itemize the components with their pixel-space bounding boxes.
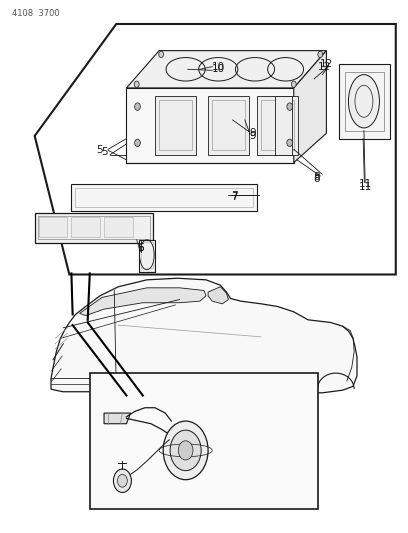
Circle shape [113, 469, 131, 492]
Text: 2: 2 [209, 403, 215, 413]
Circle shape [163, 421, 208, 480]
Polygon shape [139, 240, 155, 272]
Polygon shape [35, 213, 153, 243]
Text: 9: 9 [250, 128, 256, 138]
Text: 4: 4 [115, 480, 122, 490]
Text: 8: 8 [313, 172, 319, 182]
Text: 6: 6 [137, 243, 144, 253]
Circle shape [178, 441, 193, 460]
Circle shape [318, 51, 323, 58]
Polygon shape [294, 51, 326, 163]
Text: 6: 6 [137, 243, 144, 253]
Circle shape [135, 103, 140, 110]
Polygon shape [257, 96, 298, 155]
Circle shape [291, 81, 296, 87]
Polygon shape [104, 413, 131, 424]
Polygon shape [39, 217, 67, 237]
Text: 5: 5 [97, 146, 103, 155]
Circle shape [287, 139, 293, 147]
Circle shape [159, 51, 164, 58]
Text: 11: 11 [359, 179, 372, 189]
Polygon shape [126, 88, 294, 163]
Polygon shape [275, 96, 292, 155]
Text: 3: 3 [188, 480, 195, 490]
Ellipse shape [348, 75, 379, 128]
Polygon shape [126, 51, 326, 88]
Polygon shape [208, 96, 249, 155]
Polygon shape [80, 288, 206, 316]
Polygon shape [208, 287, 228, 304]
Circle shape [135, 139, 140, 147]
Circle shape [170, 430, 201, 471]
Polygon shape [155, 96, 196, 155]
Polygon shape [104, 217, 133, 237]
Text: 1: 1 [109, 403, 115, 413]
Polygon shape [339, 64, 390, 139]
Text: 11: 11 [359, 182, 372, 191]
Text: 4108  3700: 4108 3700 [12, 9, 60, 18]
Polygon shape [71, 184, 257, 211]
Text: 9: 9 [250, 131, 256, 141]
Polygon shape [71, 217, 100, 237]
Text: 12: 12 [318, 62, 331, 71]
Text: 7: 7 [231, 191, 238, 200]
Text: 8: 8 [313, 174, 319, 183]
Text: 10: 10 [212, 64, 225, 74]
Circle shape [287, 103, 293, 110]
Bar [90, 373, 318, 509]
Text: 7: 7 [231, 192, 238, 202]
Circle shape [118, 474, 127, 487]
Text: 10: 10 [212, 62, 225, 71]
Polygon shape [51, 278, 357, 393]
Text: 12: 12 [320, 59, 333, 69]
Text: 5: 5 [101, 147, 107, 157]
Circle shape [134, 81, 139, 87]
